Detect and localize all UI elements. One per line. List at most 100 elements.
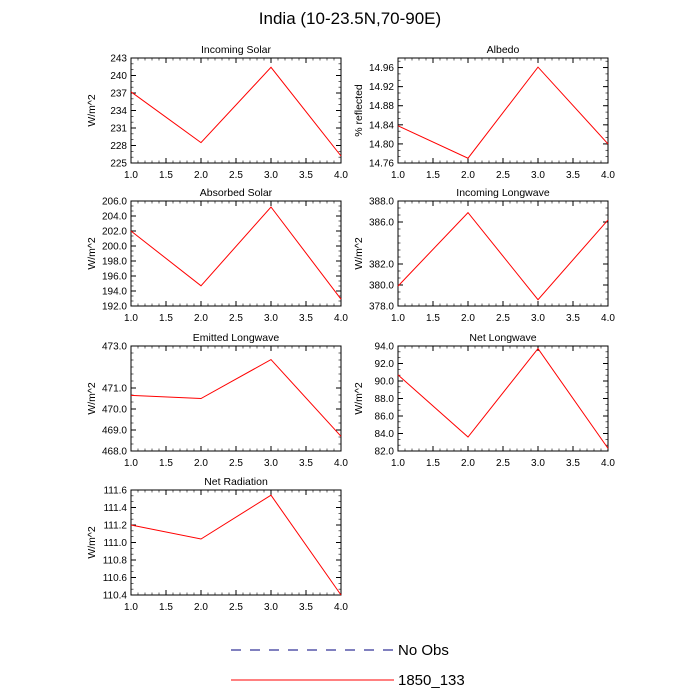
x-tick-label: 3.0 bbox=[531, 458, 545, 469]
x-tick-label: 3.5 bbox=[299, 602, 313, 613]
x-tick-label: 4.0 bbox=[334, 602, 348, 613]
y-tick-label: 200.0 bbox=[102, 242, 127, 253]
series-line-1850_133 bbox=[130, 206, 342, 300]
x-tick-label: 4.0 bbox=[334, 170, 348, 181]
panel-title: Incoming Longwave bbox=[456, 187, 550, 199]
y-tick-label: 196.0 bbox=[102, 272, 127, 283]
y-tick-label: 202.0 bbox=[102, 227, 127, 238]
y-tick-label: 473.0 bbox=[102, 342, 127, 353]
panel-title: Emitted Longwave bbox=[193, 332, 280, 344]
x-tick-label: 4.0 bbox=[334, 313, 348, 324]
chart-panel-1: Incoming Solar W/m^2 1.0 1.5 2.0 2.5 3.0 3.5 4.0… bbox=[86, 44, 348, 181]
y-tick-label: 231 bbox=[110, 124, 127, 135]
x-tick-label: 2.0 bbox=[194, 313, 208, 324]
plot-frame bbox=[130, 345, 342, 452]
y-tick-label: 206.0 bbox=[102, 197, 127, 208]
x-tick-label: 2.0 bbox=[461, 458, 475, 469]
x-tick-label: 1.5 bbox=[159, 458, 173, 469]
y-tick-label: 14.80 bbox=[369, 139, 394, 150]
y-tick-label: 92.0 bbox=[375, 359, 395, 370]
legend-label-2: 1850_133 bbox=[398, 672, 465, 689]
x-tick-label: 3.0 bbox=[264, 170, 278, 181]
y-tick-label: 14.84 bbox=[369, 120, 394, 131]
x-tick-label: 3.5 bbox=[299, 313, 313, 324]
panel-title: Net Longwave bbox=[469, 332, 536, 344]
x-tick-label: 3.0 bbox=[264, 313, 278, 324]
y-tick-label: 378.0 bbox=[369, 302, 394, 313]
y-tick-label: 111.4 bbox=[103, 503, 127, 514]
x-tick-label: 3.5 bbox=[299, 170, 313, 181]
x-tick-label: 3.5 bbox=[566, 313, 580, 324]
y-tick-label: 386.0 bbox=[369, 218, 394, 229]
plot-frame bbox=[397, 57, 609, 164]
x-tick-label: 2.5 bbox=[229, 458, 243, 469]
x-tick-label: 2.0 bbox=[461, 170, 475, 181]
y-axis-label: W/m^2 bbox=[353, 237, 365, 270]
y-tick-label: 90.0 bbox=[375, 377, 395, 388]
x-tick-label: 2.0 bbox=[194, 602, 208, 613]
x-tick-label: 3.0 bbox=[264, 458, 278, 469]
y-tick-label: 82.0 bbox=[375, 447, 395, 458]
y-tick-label: 111.0 bbox=[103, 538, 127, 549]
x-tick-label: 2.5 bbox=[229, 602, 243, 613]
figure-title: India (10-23.5N,70-90E) bbox=[258, 9, 442, 28]
y-tick-label: 84.0 bbox=[375, 429, 395, 440]
y-tick-label: 14.96 bbox=[369, 63, 394, 74]
x-tick-label: 2.5 bbox=[496, 170, 510, 181]
y-axis-label: W/m^2 bbox=[86, 382, 98, 415]
x-tick-label: 1.5 bbox=[426, 313, 440, 324]
y-tick-label: 243 bbox=[110, 54, 127, 65]
chart-panel-3: Absorbed Solar W/m^2 1.0 1.5 2.0 2.5 3.0 3.5 4.0… bbox=[86, 187, 348, 324]
x-tick-label: 1.0 bbox=[391, 313, 405, 324]
y-tick-label: 237 bbox=[110, 89, 127, 100]
series-line-1850_133 bbox=[397, 66, 609, 159]
y-tick-label: 198.0 bbox=[102, 257, 127, 268]
x-tick-label: 2.5 bbox=[229, 170, 243, 181]
y-tick-label: 88.0 bbox=[375, 394, 395, 405]
x-tick-label: 2.0 bbox=[461, 313, 475, 324]
y-tick-label: 14.92 bbox=[369, 82, 394, 93]
y-tick-label: 470.0 bbox=[102, 405, 127, 416]
y-tick-label: 110.6 bbox=[103, 573, 128, 584]
y-tick-label: 240 bbox=[110, 71, 127, 82]
x-tick-label: 4.0 bbox=[601, 458, 615, 469]
y-tick-label: 468.0 bbox=[102, 447, 127, 458]
plot-frame bbox=[130, 489, 342, 596]
x-tick-label: 3.5 bbox=[566, 170, 580, 181]
x-tick-label: 4.0 bbox=[601, 170, 615, 181]
x-tick-label: 1.5 bbox=[159, 313, 173, 324]
chart-panel-5: Emitted Longwave W/m^2 1.0 1.5 2.0 2.5 3.0 3.5 4… bbox=[86, 332, 348, 469]
x-tick-label: 3.5 bbox=[566, 458, 580, 469]
y-tick-label: 14.88 bbox=[369, 101, 394, 112]
y-tick-label: 388.0 bbox=[369, 197, 394, 208]
y-tick-label: 194.0 bbox=[102, 287, 127, 298]
y-tick-label: 225 bbox=[110, 159, 127, 170]
chart-panel-6: Net Longwave W/m^2 1.0 1.5 2.0 2.5 3.0 3.5 4.0 82… bbox=[353, 332, 615, 469]
y-tick-label: 469.0 bbox=[102, 426, 127, 437]
x-tick-label: 1.0 bbox=[124, 313, 138, 324]
x-tick-label: 2.5 bbox=[229, 313, 243, 324]
series-line-1850_133 bbox=[130, 66, 342, 157]
x-tick-label: 1.0 bbox=[124, 602, 138, 613]
x-tick-label: 1.5 bbox=[426, 458, 440, 469]
series-line-1850_133 bbox=[130, 494, 342, 596]
y-tick-label: 110.4 bbox=[103, 591, 128, 602]
x-tick-label: 2.5 bbox=[496, 458, 510, 469]
panel-title: Incoming Solar bbox=[201, 44, 272, 56]
y-axis-label: % reflected bbox=[353, 84, 365, 137]
panel-title: Albedo bbox=[487, 44, 520, 56]
plot-frame bbox=[397, 345, 609, 452]
x-tick-label: 1.0 bbox=[391, 170, 405, 181]
series-line-1850_133 bbox=[397, 347, 609, 449]
plot-frame bbox=[130, 57, 342, 164]
y-tick-label: 110.8 bbox=[103, 556, 128, 567]
series-line-1850_133 bbox=[130, 358, 342, 437]
legend: No Obs 1850_133 bbox=[231, 642, 465, 689]
x-tick-label: 2.0 bbox=[194, 458, 208, 469]
chart-panel-2: Albedo % reflected 1.0 1.5 2.0 2.5 3.0 3.5 4.0 14… bbox=[353, 44, 615, 181]
y-axis-label: W/m^2 bbox=[353, 382, 365, 415]
y-tick-label: 192.0 bbox=[102, 302, 127, 313]
x-tick-label: 3.0 bbox=[531, 170, 545, 181]
chart-panel-4: Incoming Longwave W/m^2 1.0 1.5 2.0 2.5 3.0 3.5… bbox=[353, 187, 615, 324]
